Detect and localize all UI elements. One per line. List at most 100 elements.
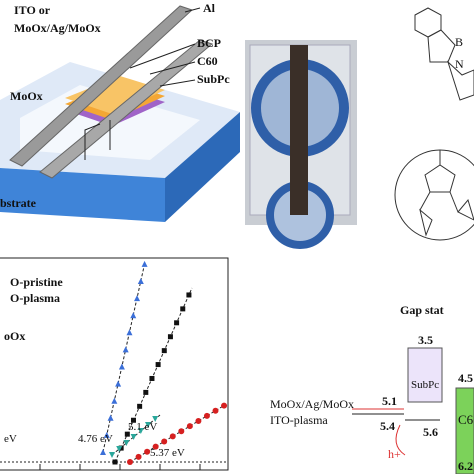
marker <box>103 431 110 438</box>
box-label: C6 <box>458 412 474 427</box>
device-strip <box>290 45 308 215</box>
title: Gap stat <box>400 303 444 317</box>
ups-plot: O-pristine O-plasma oOx 4.76 eV 5.1 eV 5… <box>0 257 229 471</box>
marker <box>161 348 167 354</box>
marker <box>122 346 129 353</box>
marker <box>130 312 137 319</box>
subpc-box <box>407 347 443 403</box>
level-label: 4.5 <box>458 371 473 385</box>
marker <box>126 329 133 336</box>
device-schematic: ITO or MoOx/Ag/MoOx Al BCP C60 SubPc MoO… <box>0 1 240 222</box>
atom-label: N <box>455 57 464 71</box>
level-label: 6.2 <box>458 459 473 473</box>
label: MoOx/Ag/MoOx <box>14 21 101 35</box>
substrate-front <box>0 168 165 222</box>
marker <box>130 434 137 440</box>
marker <box>144 448 151 455</box>
edge <box>449 191 459 213</box>
hole-arrow <box>395 424 406 456</box>
pointer <box>149 61 196 75</box>
marker <box>112 459 118 465</box>
annotation: eV <box>4 433 17 445</box>
ring <box>427 29 456 63</box>
marker <box>180 306 186 312</box>
marker <box>123 440 130 446</box>
label: Al <box>203 1 216 15</box>
level-label: 5.4 <box>380 419 395 433</box>
substrate-side <box>165 112 240 222</box>
marker <box>143 389 149 395</box>
marker <box>137 428 144 434</box>
marker <box>124 431 130 437</box>
marker <box>212 407 219 414</box>
marker <box>167 334 173 340</box>
marker <box>127 459 133 465</box>
markers <box>100 260 228 465</box>
marker <box>221 402 228 409</box>
marker <box>152 416 159 422</box>
marker <box>116 446 123 452</box>
al-electrode <box>39 39 214 179</box>
marker <box>195 417 202 424</box>
marker <box>186 292 192 298</box>
marker <box>203 412 210 419</box>
label: SubPc <box>197 72 230 86</box>
marker <box>161 438 168 445</box>
level-label: 3.5 <box>418 333 433 347</box>
marker <box>100 449 106 455</box>
left-label: MoOx/Ag/MoOx <box>270 397 354 411</box>
marker <box>111 397 118 404</box>
c60-box <box>455 387 474 474</box>
marker <box>137 278 144 284</box>
marker <box>186 423 193 430</box>
c60-cage <box>394 149 474 241</box>
device-photo <box>245 40 357 249</box>
face <box>419 208 433 237</box>
marker <box>178 428 185 435</box>
face <box>457 198 474 221</box>
marker <box>130 417 136 423</box>
legend-label: O-plasma <box>10 291 60 305</box>
marker <box>137 403 143 409</box>
frame <box>0 257 229 471</box>
pointer <box>159 79 196 87</box>
annotation: 5.1 eV <box>128 421 157 433</box>
marker <box>109 452 115 458</box>
left-label: ITO-plasma <box>270 413 328 427</box>
label: C60 <box>197 54 218 68</box>
marker <box>135 453 142 460</box>
ring <box>446 60 474 101</box>
marker <box>107 414 114 421</box>
bcp-layer <box>65 76 165 114</box>
carrier: h+ <box>388 447 401 461</box>
pointer <box>129 43 196 69</box>
label: BCP <box>197 36 221 50</box>
annotation: 5.37 eV <box>150 447 185 459</box>
box-label: SubPc <box>411 379 439 391</box>
label: MoOx <box>10 89 43 103</box>
legend-label: O-pristine <box>10 275 63 289</box>
marker <box>149 375 155 381</box>
level-label: 5.1 <box>382 394 397 408</box>
energy-diagram: Gap stat 3.5 4.5 5.1 5.4 5.6 6.2 SubPc C… <box>270 303 474 474</box>
annotation: 4.76 eV <box>78 433 113 445</box>
marker <box>115 380 122 387</box>
wire <box>84 123 101 160</box>
ticks <box>39 464 201 470</box>
marker <box>141 260 148 267</box>
marker <box>134 295 141 302</box>
level-label: 5.6 <box>423 425 438 439</box>
marker <box>169 433 176 440</box>
marker <box>145 422 151 428</box>
edge <box>419 191 431 211</box>
layer-label: oOx <box>4 329 25 343</box>
molecules <box>394 7 474 241</box>
pentagon <box>424 164 456 193</box>
label: bstrate <box>0 196 37 210</box>
marker <box>155 362 161 368</box>
pointer <box>184 7 201 13</box>
marker <box>174 320 180 326</box>
label: ITO or <box>14 3 51 17</box>
marker <box>152 443 159 450</box>
